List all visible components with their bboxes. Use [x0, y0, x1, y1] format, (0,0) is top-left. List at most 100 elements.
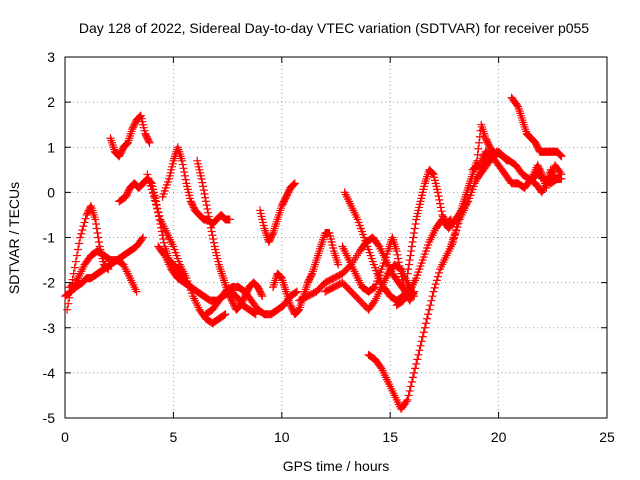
- data-point: [556, 150, 565, 159]
- data-point: [199, 182, 208, 191]
- data-point: [150, 196, 159, 205]
- series-track-10: [201, 283, 301, 319]
- data-point: [425, 305, 434, 314]
- x-axis-label: GPS time / hours: [283, 458, 390, 474]
- data-point: [197, 174, 206, 183]
- data-point: [201, 193, 210, 202]
- data-point: [179, 164, 188, 173]
- series-track-23: [507, 93, 566, 161]
- data-point: [307, 271, 316, 280]
- data-point: [205, 216, 214, 225]
- data-point: [410, 228, 419, 237]
- y-tick-label: -5: [43, 410, 56, 426]
- data-point: [428, 168, 437, 177]
- data-point: [220, 310, 229, 319]
- data-point: [200, 189, 209, 198]
- data-point: [408, 238, 417, 247]
- data-point: [432, 276, 441, 285]
- y-axis: -5 -4 -3 -2 -1 0 1 2 3: [43, 49, 607, 426]
- x-tick-label: 15: [382, 429, 398, 445]
- data-point: [537, 168, 546, 177]
- x-tick-label: 20: [491, 429, 507, 445]
- data-point: [291, 288, 300, 297]
- y-tick-label: 2: [47, 94, 55, 110]
- data-point: [79, 222, 88, 231]
- data-point: [132, 287, 141, 296]
- data-point: [204, 212, 213, 221]
- data-point: [206, 219, 215, 228]
- data-point: [93, 228, 102, 237]
- data-point: [147, 185, 156, 194]
- data-point: [143, 170, 152, 179]
- data-point: [406, 251, 415, 260]
- data-point: [416, 341, 425, 350]
- data-point: [209, 235, 218, 244]
- data-point: [206, 223, 215, 232]
- chart-title: Day 128 of 2022, Sidereal Day-to-day VTE…: [79, 20, 589, 36]
- data-point: [203, 204, 212, 213]
- data-point: [204, 208, 213, 217]
- y-tick-label: -2: [43, 275, 56, 291]
- data-point: [473, 150, 482, 159]
- data-point: [268, 230, 277, 239]
- y-tick-label: -3: [43, 320, 56, 336]
- data-point: [258, 292, 267, 301]
- data-point: [78, 225, 87, 234]
- series-track-19: [403, 165, 455, 278]
- data-point: [144, 137, 153, 146]
- data-point: [145, 177, 154, 186]
- data-point: [92, 224, 101, 233]
- data-point: [436, 199, 445, 208]
- data-point: [160, 238, 169, 247]
- data-point: [146, 181, 155, 190]
- data-point: [198, 178, 207, 187]
- series-track-24: [527, 161, 564, 192]
- data-point: [405, 386, 414, 395]
- data-point: [154, 207, 163, 216]
- series-track-21: [468, 147, 566, 192]
- y-tick-label: 3: [47, 49, 55, 65]
- data-point: [94, 233, 103, 242]
- data-point: [412, 359, 421, 368]
- data-point: [421, 319, 430, 328]
- data-point: [201, 197, 210, 206]
- data-point: [139, 233, 148, 242]
- data-point: [290, 179, 299, 188]
- data-point: [435, 195, 444, 204]
- data-point: [475, 132, 484, 141]
- data-point: [199, 186, 208, 195]
- series-track-2: [63, 201, 113, 314]
- data-point: [414, 350, 423, 359]
- data-point: [180, 171, 189, 180]
- data-point: [334, 260, 343, 269]
- data-point: [420, 323, 429, 332]
- data-point: [431, 280, 440, 289]
- series-track-9: [193, 156, 267, 314]
- data-point: [92, 219, 101, 228]
- data-point: [180, 168, 189, 177]
- data-point: [394, 258, 403, 267]
- data-point: [148, 189, 157, 198]
- data-point: [209, 238, 218, 247]
- data-point: [407, 247, 416, 256]
- data-point: [81, 214, 90, 223]
- data-point: [407, 377, 416, 386]
- series-track-11: [256, 179, 299, 247]
- data-point: [404, 260, 413, 269]
- data-point: [70, 263, 79, 272]
- data-point: [64, 299, 73, 308]
- series-track-3: [65, 256, 141, 296]
- data-point: [155, 211, 164, 220]
- data-point: [94, 238, 103, 247]
- data-point: [145, 138, 154, 147]
- x-tick-label: 10: [274, 429, 290, 445]
- data-point: [555, 174, 564, 183]
- data-point: [423, 314, 432, 323]
- data-point: [396, 265, 405, 274]
- data-point: [225, 215, 234, 224]
- data-point: [417, 337, 426, 346]
- data-point: [149, 192, 158, 201]
- x-axis: 0 5 10 15 20 25: [61, 57, 615, 445]
- data-point: [80, 218, 89, 227]
